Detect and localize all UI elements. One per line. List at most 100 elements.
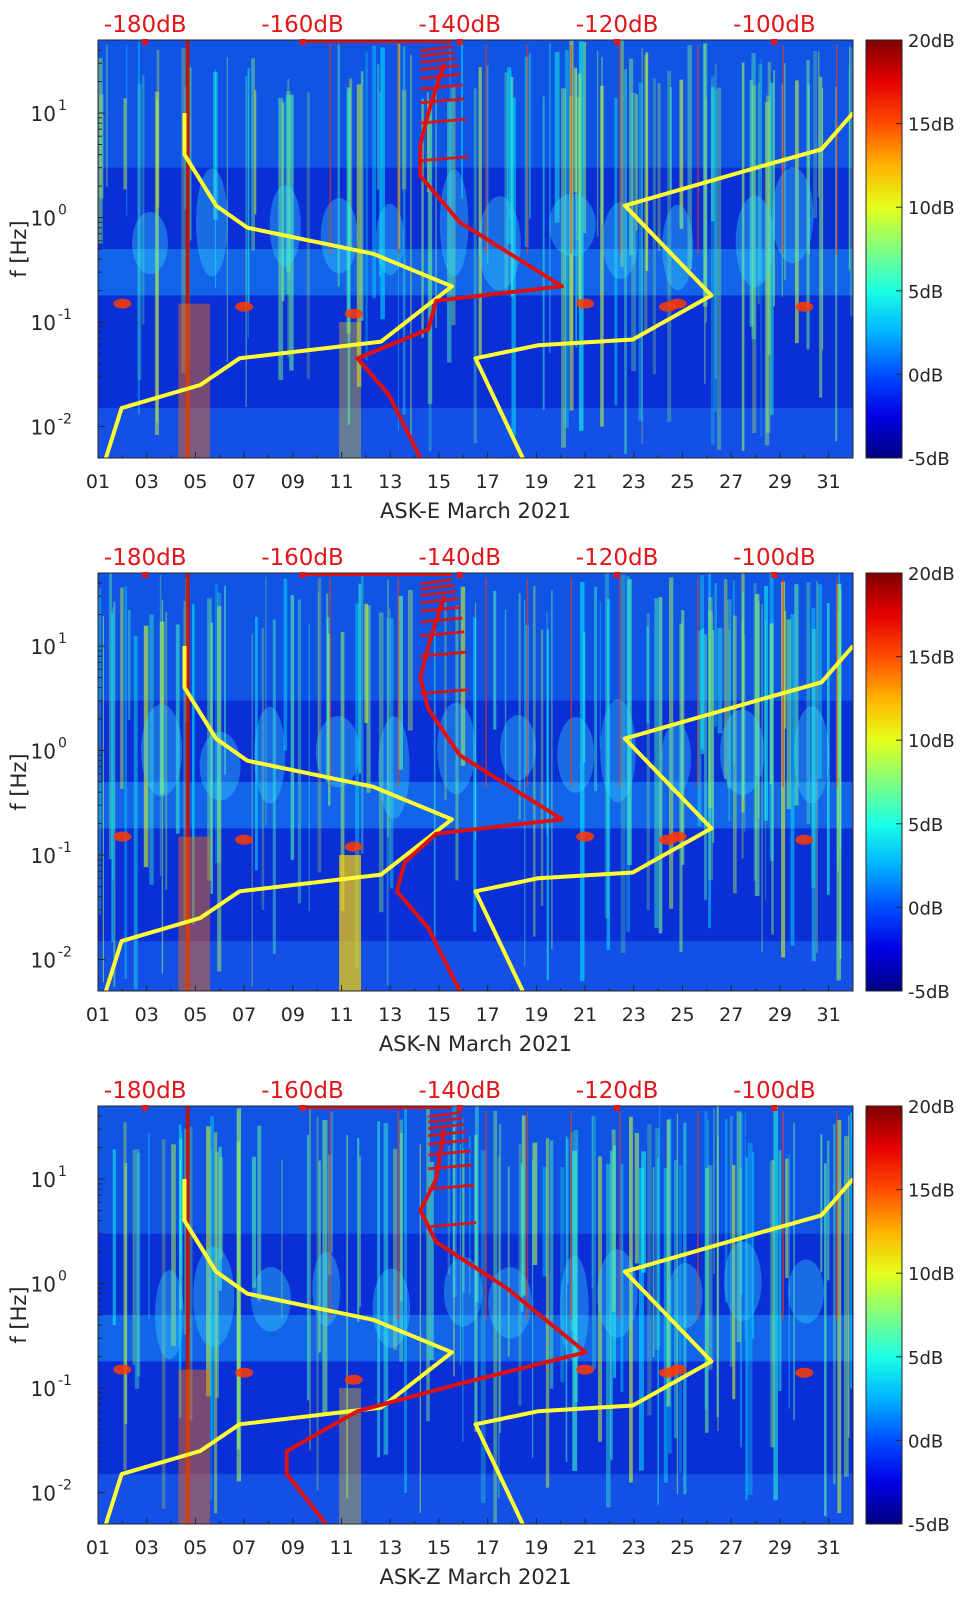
colorbar-tick-label: 0dB: [908, 898, 943, 919]
y-tick-exponent: 0: [58, 1269, 67, 1285]
y-tick-label: 10: [31, 1482, 56, 1506]
y-tick-label: 10: [31, 635, 56, 659]
top-axis-label: -100dB: [733, 12, 816, 38]
spectrogram-image: [98, 40, 853, 458]
x-tick-label: 19: [524, 1537, 548, 1559]
y-tick-label: 10: [31, 311, 56, 335]
x-tick-label: 07: [232, 1004, 256, 1026]
x-tick-label: 31: [817, 1004, 841, 1026]
top-axis-label: -140dB: [418, 1078, 501, 1104]
x-tick-label: 13: [378, 471, 402, 493]
colorbar-tick-label: -5dB: [908, 449, 950, 470]
x-tick-label: 01: [86, 471, 110, 493]
x-axis-label: ASK-N March 2021: [379, 1032, 572, 1056]
x-tick-label: 19: [524, 471, 548, 493]
top-axis-label: -120dB: [576, 12, 659, 38]
noise-model-line: [103, 646, 454, 991]
y-tick-label: 10: [31, 949, 56, 973]
psd-line: [284, 1128, 588, 1524]
noise-model-line: [103, 113, 454, 458]
y-tick-label: 10: [31, 1168, 56, 1192]
top-axis-label: -140dB: [418, 545, 501, 571]
x-tick-label: 13: [378, 1537, 402, 1559]
x-tick-label: 21: [573, 1537, 597, 1559]
colorbar-tick-label: 5dB: [908, 282, 943, 303]
x-tick-label: 05: [183, 1537, 207, 1559]
panel-N: 01 03 05 07 09 11 13 15 17 19 21 23 25 27 29 3110-210-1…: [7, 545, 955, 1056]
x-tick-label: 11: [329, 1537, 353, 1559]
y-tick-label: 10: [31, 1273, 56, 1297]
y-tick-exponent: 0: [58, 203, 67, 219]
colorbar-tick-label: 20dB: [908, 1097, 955, 1118]
x-tick-label: 05: [183, 471, 207, 493]
x-tick-label: 27: [719, 1004, 743, 1026]
spectrogram-image: [98, 1106, 853, 1524]
top-axis-label: -180dB: [104, 545, 187, 571]
x-tick-label: 17: [476, 1004, 500, 1026]
y-axis-label: f [Hz]: [7, 753, 31, 810]
noise-model-line: [473, 644, 853, 991]
y-tick-exponent: -2: [58, 945, 72, 961]
x-tick-label: 01: [86, 1004, 110, 1026]
colorbar-tick-label: 10dB: [908, 198, 955, 219]
x-tick-label: 21: [573, 471, 597, 493]
x-tick-label: 25: [670, 1004, 694, 1026]
noise-model-line: [103, 1179, 454, 1524]
x-axis-label: ASK-E March 2021: [380, 499, 571, 523]
colorbar-tick-label: 15dB: [908, 648, 955, 669]
top-axis-label: -120dB: [576, 1078, 659, 1104]
psd-line: [394, 595, 564, 991]
y-tick-exponent: 1: [58, 1164, 67, 1180]
x-tick-label: 03: [135, 1537, 159, 1559]
psd-line: [355, 62, 564, 458]
y-axis-label: f [Hz]: [7, 1286, 31, 1343]
y-tick-label: 10: [31, 102, 56, 126]
x-tick-label: 27: [719, 1537, 743, 1559]
y-axis-label: f [Hz]: [7, 220, 31, 277]
x-tick-label: 31: [817, 471, 841, 493]
colorbar: [865, 572, 903, 992]
x-tick-label: 29: [768, 1537, 792, 1559]
top-axis-label: -120dB: [576, 545, 659, 571]
colorbar-tick-label: 0dB: [908, 365, 943, 386]
x-tick-label: 25: [670, 1537, 694, 1559]
x-tick-label: 31: [817, 1537, 841, 1559]
colorbar-tick-label: 15dB: [908, 115, 955, 136]
x-tick-label: 25: [670, 471, 694, 493]
colorbar-tick-label: -5dB: [908, 982, 950, 1003]
x-tick-label: 09: [281, 1537, 305, 1559]
y-tick-exponent: -1: [58, 1373, 72, 1389]
x-tick-label: 09: [281, 1004, 305, 1026]
x-tick-label: 07: [232, 471, 256, 493]
top-axis-label: -140dB: [418, 12, 501, 38]
x-tick-label: 23: [622, 1004, 646, 1026]
y-tick-exponent: 0: [58, 736, 67, 752]
y-tick-exponent: -2: [58, 412, 72, 428]
x-tick-label: 17: [476, 471, 500, 493]
colorbar-tick-label: 20dB: [908, 564, 955, 585]
x-tick-label: 27: [719, 471, 743, 493]
y-tick-exponent: -2: [58, 1478, 72, 1494]
x-tick-label: 17: [476, 1537, 500, 1559]
x-tick-label: 03: [135, 1004, 159, 1026]
x-tick-label: 03: [135, 471, 159, 493]
top-axis-label: -160dB: [261, 545, 344, 571]
x-tick-label: 21: [573, 1004, 597, 1026]
x-tick-label: 01: [86, 1537, 110, 1559]
x-tick-label: 15: [427, 1004, 451, 1026]
x-tick-label: 23: [622, 1537, 646, 1559]
y-tick-exponent: -1: [58, 840, 72, 856]
y-tick-label: 10: [31, 740, 56, 764]
x-axis-label: ASK-Z March 2021: [379, 1565, 571, 1589]
panel-E: 01 03 05 07 09 11 13 15 17 19 21 23 25 27 29 3110-210-1…: [7, 12, 955, 523]
x-tick-label: 15: [427, 1537, 451, 1559]
x-tick-label: 15: [427, 471, 451, 493]
x-tick-label: 29: [768, 1004, 792, 1026]
x-tick-label: 23: [622, 471, 646, 493]
x-tick-label: 13: [378, 1004, 402, 1026]
colorbar-tick-label: -5dB: [908, 1515, 950, 1536]
panel-Z: 01 03 05 07 09 11 13 15 17 19 21 23 25 27 29 3110-210-1…: [7, 1078, 955, 1589]
colorbar-tick-label: 10dB: [908, 1264, 955, 1285]
x-tick-label: 29: [768, 471, 792, 493]
